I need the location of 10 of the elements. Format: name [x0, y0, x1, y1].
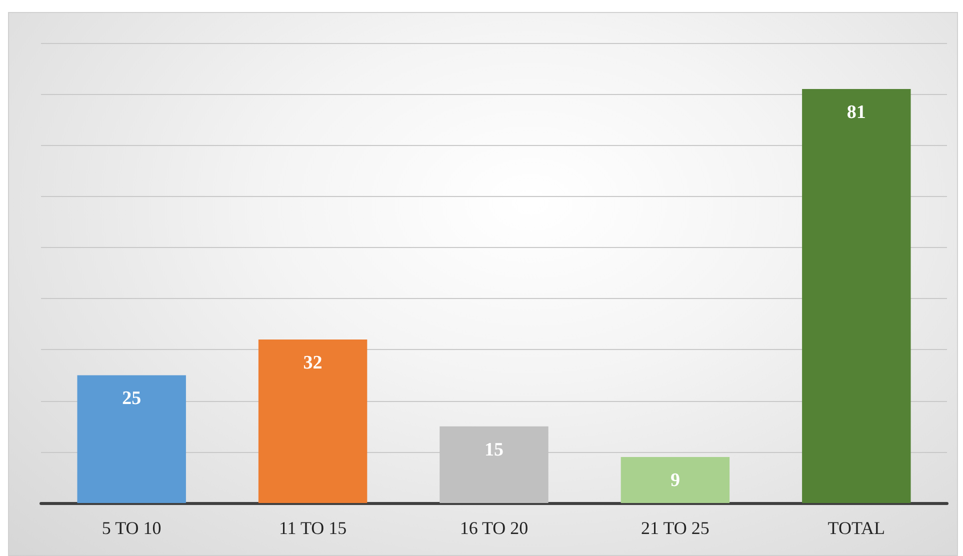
data-label: 15	[484, 439, 504, 460]
x-tick-label: TOTAL	[828, 518, 886, 538]
x-tick-label: 5 TO 10	[102, 518, 162, 538]
data-label: 9	[670, 470, 680, 491]
x-tick-label: 16 TO 20	[460, 518, 528, 538]
x-tick-label: 21 TO 25	[641, 518, 710, 538]
data-label: 81	[846, 102, 866, 123]
data-label: 32	[303, 352, 322, 374]
x-tick-label: 11 TO 15	[278, 518, 347, 538]
data-label: 25	[122, 388, 142, 410]
